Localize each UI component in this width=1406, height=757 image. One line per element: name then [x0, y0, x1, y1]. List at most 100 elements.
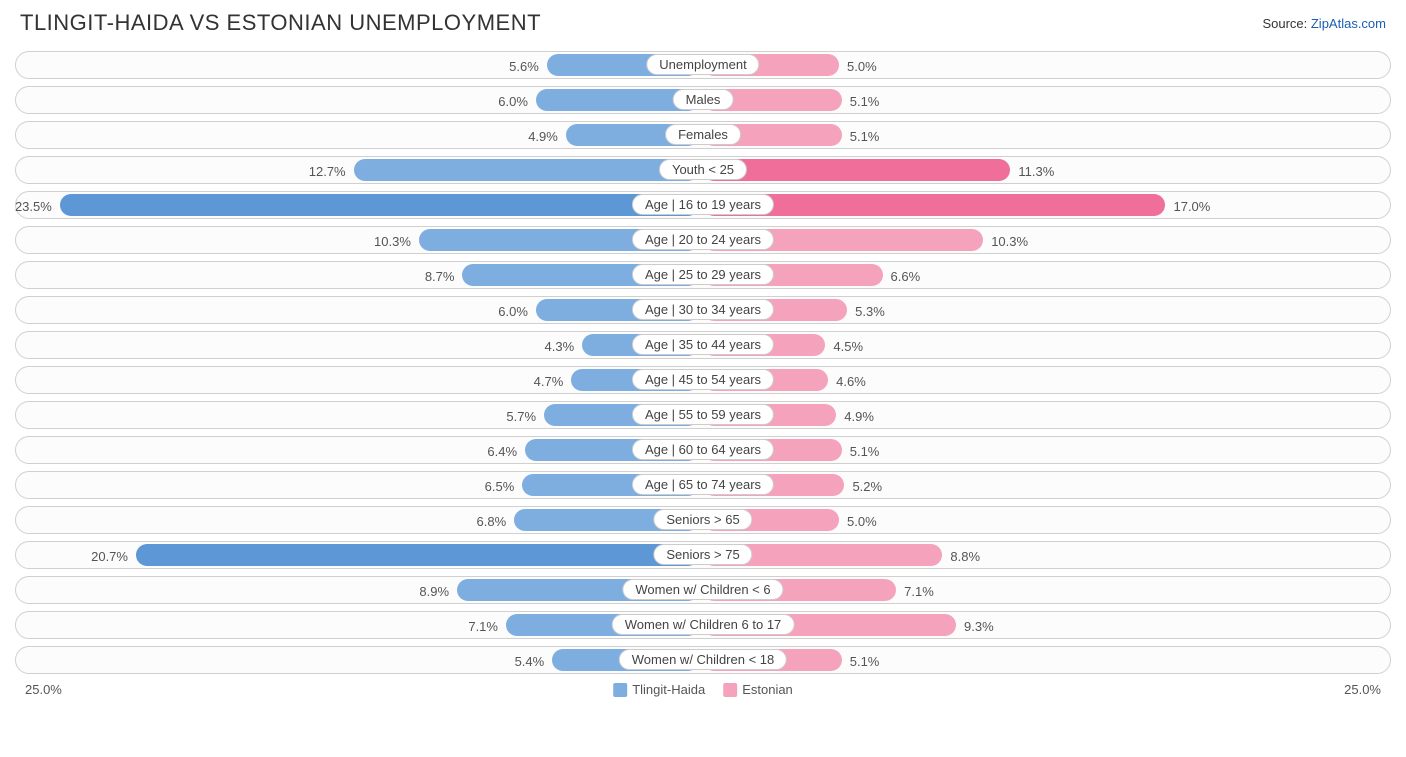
left-value-label: 6.5%	[485, 479, 515, 494]
right-half: 5.1%	[703, 89, 1383, 111]
left-half: 4.7%	[19, 369, 699, 391]
right-value-label: 4.5%	[833, 339, 863, 354]
right-value-label: 5.1%	[850, 94, 880, 109]
left-half: 6.4%	[19, 439, 699, 461]
row-category-label: Youth < 25	[659, 159, 747, 180]
right-value-label: 6.6%	[891, 269, 921, 284]
left-value-label: 4.7%	[534, 374, 564, 389]
right-half: 5.1%	[703, 124, 1383, 146]
legend: Tlingit-Haida Estonian	[613, 682, 793, 697]
right-half: 5.0%	[703, 509, 1383, 531]
left-half: 23.5%	[19, 194, 699, 216]
right-half: 4.6%	[703, 369, 1383, 391]
right-bar	[703, 159, 1010, 181]
right-half: 7.1%	[703, 579, 1383, 601]
chart-row: 6.8% 5.0% Seniors > 65	[15, 506, 1391, 534]
left-value-label: 8.9%	[419, 584, 449, 599]
chart-row: 8.9%7.1%Women w/ Children < 6	[15, 576, 1391, 604]
left-half: 6.8%	[19, 509, 699, 531]
row-category-label: Seniors > 65	[653, 509, 752, 530]
chart-row: 6.0% 5.3% Age | 30 to 34 years	[15, 296, 1391, 324]
axis-max-left: 25.0%	[25, 682, 62, 697]
chart-row: 8.7% 6.6% Age | 25 to 29 years	[15, 261, 1391, 289]
left-half: 5.7%	[19, 404, 699, 426]
right-half: 9.3%	[703, 614, 1383, 636]
left-value-label: 5.7%	[506, 409, 536, 424]
right-half: 6.6%	[703, 264, 1383, 286]
legend-label: Estonian	[742, 682, 793, 697]
left-value-label: 5.4%	[515, 654, 545, 669]
right-value-label: 5.3%	[855, 304, 885, 319]
left-bar	[60, 194, 699, 216]
row-category-label: Unemployment	[646, 54, 759, 75]
chart-row: 5.7%4.9%Age | 55 to 59 years	[15, 401, 1391, 429]
row-category-label: Women w/ Children 6 to 17	[612, 614, 795, 635]
chart-row: 23.5%17.0%Age | 16 to 19 years	[15, 191, 1391, 219]
row-category-label: Women w/ Children < 18	[619, 649, 787, 670]
chart-source: Source: ZipAtlas.com	[1262, 16, 1386, 31]
right-half: 10.3%	[703, 229, 1383, 251]
legend-item: Estonian	[723, 682, 793, 697]
source-prefix: Source:	[1262, 16, 1310, 31]
left-value-label: 6.0%	[498, 304, 528, 319]
left-value-label: 10.3%	[374, 234, 411, 249]
left-half: 5.4%	[19, 649, 699, 671]
legend-item: Tlingit-Haida	[613, 682, 705, 697]
right-half: 4.9%	[703, 404, 1383, 426]
right-half: 11.3%	[703, 159, 1383, 181]
left-half: 6.0%	[19, 89, 699, 111]
right-half: 8.8%	[703, 544, 1383, 566]
left-half: 7.1%	[19, 614, 699, 636]
row-category-label: Age | 30 to 34 years	[632, 299, 774, 320]
chart-row: 6.0% 5.1% Males	[15, 86, 1391, 114]
row-category-label: Age | 20 to 24 years	[632, 229, 774, 250]
row-category-label: Age | 65 to 74 years	[632, 474, 774, 495]
right-half: 5.3%	[703, 299, 1383, 321]
legend-swatch	[723, 683, 737, 697]
left-bar	[354, 159, 700, 181]
left-half: 8.7%	[19, 264, 699, 286]
left-value-label: 5.6%	[509, 59, 539, 74]
right-half: 5.0%	[703, 54, 1383, 76]
left-value-label: 6.4%	[487, 444, 517, 459]
chart-footer: 25.0% Tlingit-HaidaEstonian 25.0%	[15, 682, 1391, 702]
left-value-label: 20.7%	[91, 549, 128, 564]
left-value-label: 7.1%	[468, 619, 498, 634]
left-half: 4.9%	[19, 124, 699, 146]
left-half: 20.7%	[19, 544, 699, 566]
right-half: 4.5%	[703, 334, 1383, 356]
left-half: 10.3%	[19, 229, 699, 251]
right-value-label: 9.3%	[964, 619, 994, 634]
chart-rows-container: 5.6% 5.0% Unemployment 6.0% 5.1% Males 4.9% 5.1…	[15, 51, 1391, 674]
chart-row: 5.6% 5.0% Unemployment	[15, 51, 1391, 79]
left-half: 6.0%	[19, 299, 699, 321]
right-half: 5.1%	[703, 649, 1383, 671]
right-value-label: 5.0%	[847, 59, 877, 74]
chart-row: 4.3%4.5%Age | 35 to 44 years	[15, 331, 1391, 359]
chart-row: 7.1% 9.3% Women w/ Children 6 to 17	[15, 611, 1391, 639]
chart-row: 6.5% 5.2% Age | 65 to 74 years	[15, 471, 1391, 499]
chart-title: TLINGIT-HAIDA VS ESTONIAN UNEMPLOYMENT	[20, 10, 541, 36]
right-value-label: 11.3%	[1018, 164, 1054, 179]
left-value-label: 12.7%	[309, 164, 346, 179]
row-category-label: Males	[673, 89, 734, 110]
chart-row: 12.7% 11.3% Youth < 25	[15, 156, 1391, 184]
chart-row: 10.3%10.3%Age | 20 to 24 years	[15, 226, 1391, 254]
right-value-label: 5.2%	[852, 479, 882, 494]
legend-label: Tlingit-Haida	[632, 682, 705, 697]
right-value-label: 5.0%	[847, 514, 877, 529]
right-value-label: 5.1%	[850, 129, 880, 144]
left-half: 5.6%	[19, 54, 699, 76]
chart-row: 4.9%5.1%Females	[15, 121, 1391, 149]
left-value-label: 4.9%	[528, 129, 558, 144]
right-half: 5.2%	[703, 474, 1383, 496]
left-half: 6.5%	[19, 474, 699, 496]
row-category-label: Age | 25 to 29 years	[632, 264, 774, 285]
source-link[interactable]: ZipAtlas.com	[1311, 16, 1386, 31]
right-value-label: 4.9%	[844, 409, 874, 424]
left-value-label: 4.3%	[545, 339, 575, 354]
chart-row: 4.7%4.6%Age | 45 to 54 years	[15, 366, 1391, 394]
right-value-label: 8.8%	[950, 549, 980, 564]
left-half: 4.3%	[19, 334, 699, 356]
legend-swatch	[613, 683, 627, 697]
